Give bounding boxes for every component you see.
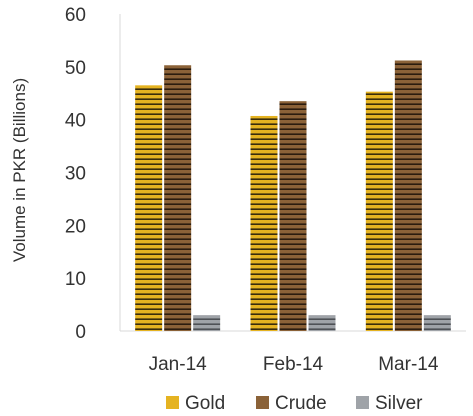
bars-group (135, 60, 451, 332)
y-tick-label: 30 (65, 164, 86, 185)
bar-crude-mar-14 (394, 60, 422, 331)
bar-silver-mar-14 (423, 315, 451, 331)
x-tick-label: Mar-14 (378, 354, 439, 375)
legend-label: Gold (185, 393, 225, 414)
legend-swatch (166, 396, 179, 409)
bar-gold-mar-14 (365, 91, 393, 331)
legend-item-silver: Silver (356, 393, 423, 414)
y-axis-ticks: 0 10 20 30 40 50 60 (65, 5, 86, 343)
bar-crude-feb-14 (279, 101, 307, 331)
bar-gold-jan-14 (135, 85, 163, 331)
legend-label: Crude (275, 393, 327, 414)
y-tick-label: 50 (65, 58, 86, 79)
bar-gold-feb-14 (250, 115, 278, 332)
y-axis-label: Volume in PKR (Billions) (10, 78, 29, 262)
x-tick-label: Feb-14 (263, 354, 324, 375)
y-tick-label: 20 (65, 216, 86, 237)
y-tick-label: 40 (65, 111, 86, 132)
bar-silver-feb-14 (308, 315, 336, 331)
y-tick-label: 60 (65, 5, 86, 26)
legend-item-gold: Gold (166, 393, 225, 414)
bar-silver-jan-14 (193, 315, 221, 331)
legend-swatch (356, 396, 369, 409)
legend: Gold Crude Silver (166, 393, 423, 414)
legend-label: Silver (375, 393, 423, 414)
x-axis-ticks: Jan-14 Feb-14 Mar-14 (149, 354, 439, 375)
legend-swatch (256, 396, 269, 409)
bar-crude-jan-14 (164, 65, 192, 331)
legend-item-crude: Crude (256, 393, 327, 414)
y-tick-label: 0 (75, 322, 86, 343)
x-tick-label: Jan-14 (149, 354, 208, 375)
y-tick-label: 10 (65, 269, 86, 290)
